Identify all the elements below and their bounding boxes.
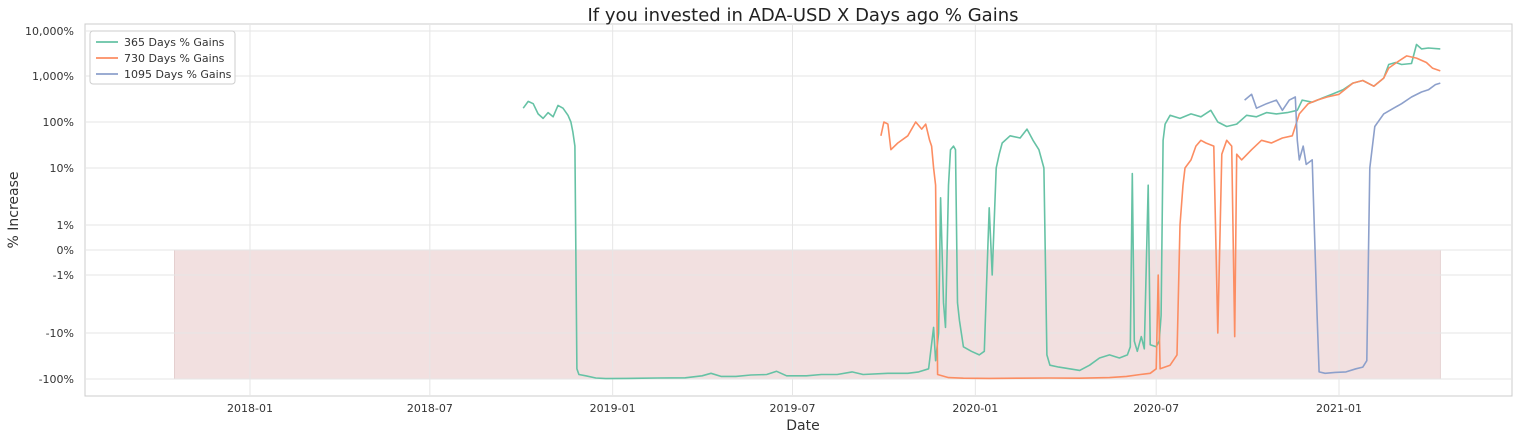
y-tick-label: -10% bbox=[46, 327, 74, 340]
legend-entry-label: 365 Days % Gains bbox=[124, 36, 225, 49]
y-tick-label: -100% bbox=[39, 373, 74, 386]
y-tick-label: 0% bbox=[57, 244, 74, 257]
legend: 365 Days % Gains 730 Days % Gains 1095 Day… bbox=[89, 30, 236, 85]
legend-entry-label: 730 Days % Gains bbox=[124, 52, 225, 65]
y-tick-label: 10% bbox=[50, 162, 74, 175]
x-tick-label: 2019-07 bbox=[770, 402, 816, 415]
y-tick-label: 100% bbox=[43, 116, 74, 129]
series-line-3 bbox=[1244, 82, 1441, 375]
legend-box bbox=[89, 30, 236, 85]
legend-entry-label: 1095 Days % Gains bbox=[124, 68, 232, 81]
y-tick-label: 1% bbox=[57, 219, 74, 232]
x-tick-label: 2020-01 bbox=[952, 402, 998, 415]
x-tick-label: 2018-01 bbox=[227, 402, 273, 415]
y-axis-label: % Increase bbox=[6, 172, 22, 249]
chart-title: If you invested in ADA-USD X Days ago % … bbox=[587, 5, 1018, 26]
x-tick-label: 2019-01 bbox=[590, 402, 636, 415]
x-tick-label: 2020-07 bbox=[1133, 402, 1179, 415]
y-tick-label: 10,000% bbox=[25, 25, 74, 38]
x-tick-label: 2021-01 bbox=[1316, 402, 1362, 415]
x-axis-label: Date bbox=[786, 418, 819, 434]
loss-zone-region bbox=[174, 249, 1441, 380]
series-line-1 bbox=[522, 43, 1441, 380]
y-tick-label: -1% bbox=[53, 269, 74, 282]
series-line-2 bbox=[880, 55, 1441, 380]
y-tick-label: 1,000% bbox=[32, 70, 74, 83]
x-tick-label: 2018-07 bbox=[407, 402, 453, 415]
